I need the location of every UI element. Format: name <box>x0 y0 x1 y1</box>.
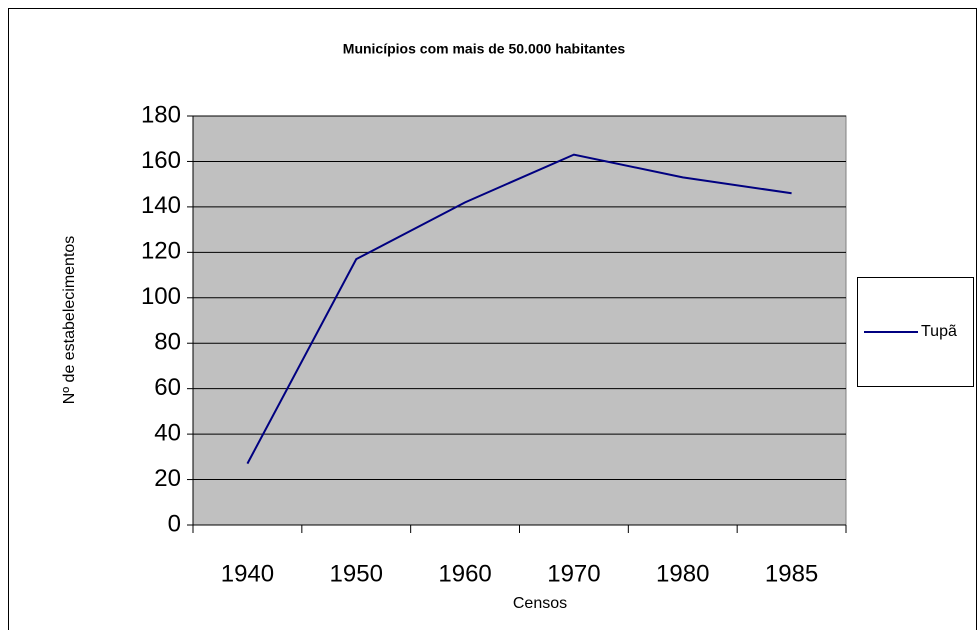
plot-area <box>192 115 847 526</box>
data-line <box>246 153 792 465</box>
y-tick-label: 60 <box>154 374 181 401</box>
y-tick-label: 160 <box>141 147 181 174</box>
y-tick-label: 140 <box>141 192 181 219</box>
x-tick-label: 1960 <box>438 560 491 587</box>
y-tick-label: 100 <box>141 283 181 310</box>
chart-title: Municípios com mais de 50.000 habitantes <box>343 41 626 57</box>
x-tick-label: 1985 <box>765 560 818 587</box>
y-tick-label: 180 <box>141 101 181 128</box>
y-tick-label: 120 <box>141 238 181 265</box>
y-axis-title: Nº de estabelecimentos <box>61 236 78 405</box>
y-tick-label: 0 <box>168 510 181 537</box>
x-tick-label: 1980 <box>656 560 709 587</box>
legend-label: Tupã <box>921 323 957 340</box>
x-axis-title: Censos <box>513 595 567 612</box>
x-tick-label: 1950 <box>330 560 383 587</box>
y-tick-label: 20 <box>154 465 181 492</box>
y-tick-label: 80 <box>154 329 181 356</box>
x-tick-label: 1970 <box>547 560 600 587</box>
x-tick-label: 1940 <box>221 560 274 587</box>
y-tick-label: 40 <box>154 419 181 446</box>
